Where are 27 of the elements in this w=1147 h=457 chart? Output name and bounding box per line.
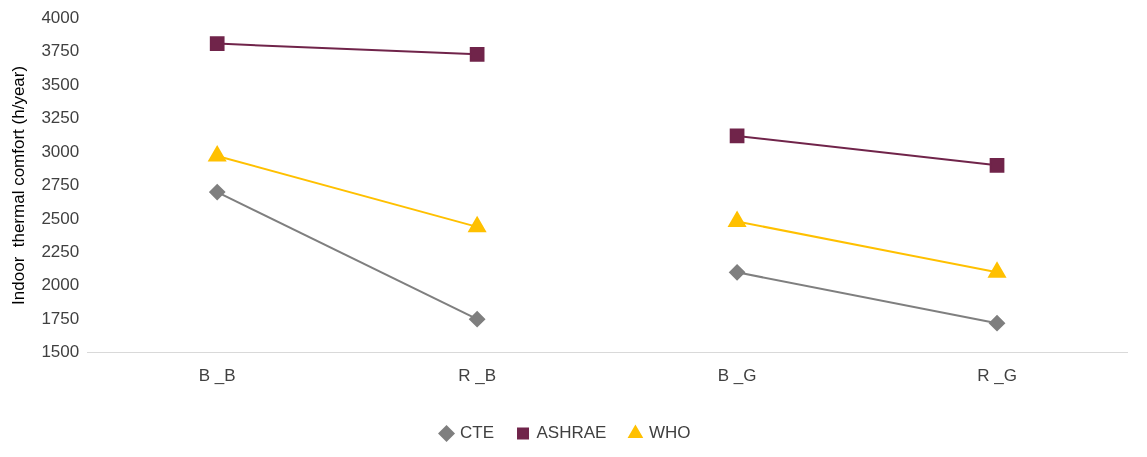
x-tick-label: B _B [198,366,236,386]
x-tick-label: R _B [458,366,497,386]
y-tick-label: 2500 [41,208,80,228]
y-tick-label: 1500 [41,342,80,362]
legend-label: WHO [648,423,691,443]
y-tick-label: 2000 [41,275,80,295]
point [729,128,745,144]
x-tick-label: B _G [717,366,757,386]
y-tick-label: 2250 [41,241,80,261]
point [989,157,1005,173]
point [469,311,486,328]
point [209,184,226,201]
y-tick-label: 3750 [41,41,80,61]
y-tick-label: 3500 [41,74,80,94]
y-tick-label: 3000 [41,141,80,161]
legend-label: CTE [460,423,495,443]
y-tick-label: 1750 [41,308,80,328]
point [469,46,485,62]
y-axis-title: Indoor thermal comfort (h/year) [8,65,28,305]
point [729,264,746,281]
legend-label: ASHRAE [536,423,607,443]
point [989,315,1006,332]
y-tick-label: 3250 [41,108,80,128]
x-tick-label: R _G [977,366,1017,386]
y-tick-label: 4000 [41,7,80,27]
point [209,36,225,51]
y-tick-label: 2750 [41,175,80,195]
